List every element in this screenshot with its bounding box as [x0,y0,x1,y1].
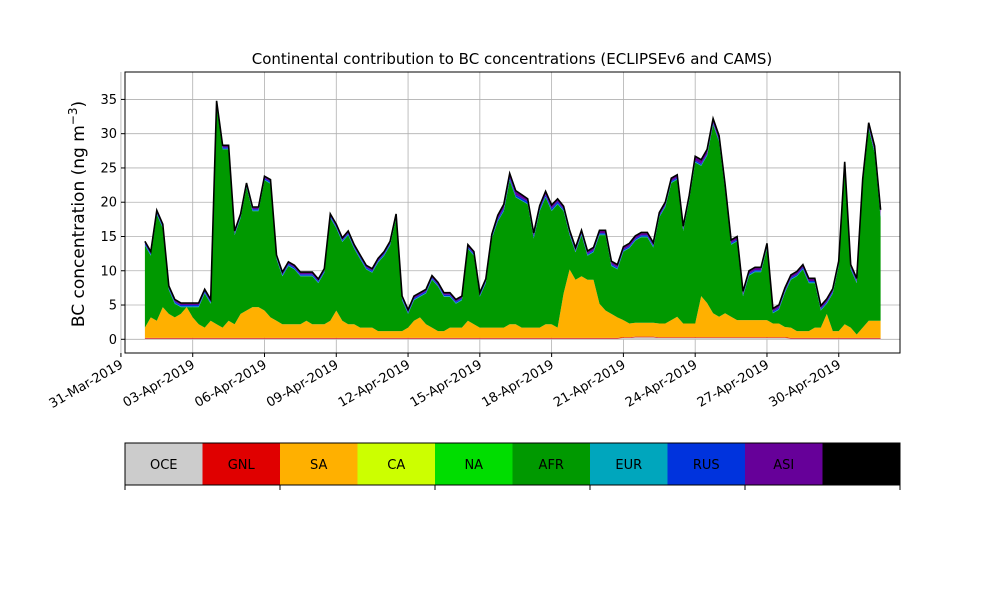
y-tick-label: 0 [109,333,117,348]
y-axis-label-close: ) [69,101,89,108]
y-axis-label: BC concentration (ng m−3) [66,101,89,327]
x-tick-label: 24-Apr-2019 [623,357,700,410]
x-tick-label: 18-Apr-2019 [480,357,557,410]
area-afr [144,104,881,335]
y-tick-label: 20 [100,196,117,211]
colorbar-cell-eur [590,443,668,485]
plot-frame [124,71,901,354]
chart-title: Continental contribution to BC concentra… [252,50,773,68]
colorbar-label-rus: RUS [693,458,720,473]
colorbar-frame [124,442,901,486]
y-tick-label: 30 [100,127,117,142]
x-tick-label: 12-Apr-2019 [336,357,413,410]
x-tick-label: 03-Apr-2019 [121,357,198,410]
colorbar-cell-ca [357,443,435,485]
y-axis-label-text: BC concentration (ng m [69,125,89,327]
total-outline [144,100,882,312]
stacked-areas [144,100,882,340]
region-colorbar: OCE GNL SA CA NA AFR EUR RUS ASI AUS [124,442,901,490]
colorbar-label-oce: OCE [150,458,178,473]
colorbar-cell-asi [745,443,823,485]
area-gnl [144,336,881,339]
y-tick-label: 15 [100,230,117,245]
x-tick-label: 09-Apr-2019 [264,357,341,410]
colorbar-label-eur: EUR [615,458,642,473]
colorbar-label-na: NA [464,458,483,473]
colorbar-label-gnl: GNL [228,458,256,473]
x-tick-label: 30-Apr-2019 [767,357,844,410]
colorbar-cell-rus [667,443,745,485]
x-tick-label: 21-Apr-2019 [551,357,628,410]
x-tick-label: 06-Apr-2019 [192,357,269,410]
area-sa [144,269,881,338]
colorbar-cell-oce [125,443,203,485]
y-tick-label: 10 [100,264,117,279]
colorbar-label-sa: SA [310,458,327,473]
colorbar-label-aus: AUS [848,458,875,473]
colorbar-label-ca: CA [387,458,405,473]
colorbar-label-asi: ASI [773,458,794,473]
y-tick-label: 35 [100,93,117,108]
y-axis-label-exponent: −3 [66,107,80,125]
y-tick-label: 5 [109,299,117,314]
area-oce [144,337,881,340]
colorbar-cell-sa [280,443,358,485]
colorbar-label-afr: AFR [539,458,564,473]
colorbar-cell-gnl [202,443,280,485]
axes: 0 5 10 15 20 25 30 35 31-Mar-201903-Apr-201906-A… [47,71,901,412]
x-tick-label: 15-Apr-2019 [408,357,485,410]
colorbar-cell-afr [512,443,590,485]
x-tick-label: 27-Apr-2019 [695,357,772,410]
y-tick-label: 25 [100,161,117,176]
x-tick-label: 31-Mar-2019 [47,357,126,411]
colorbar-cell-na [435,443,513,485]
colorbar-cell-aus [822,443,900,485]
